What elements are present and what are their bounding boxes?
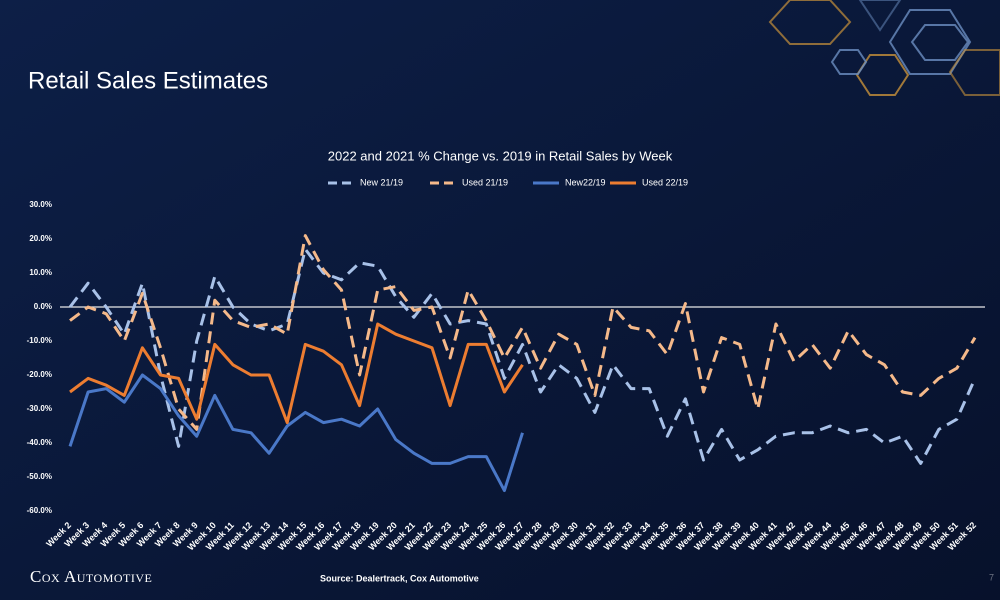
legend-label: New22/19: [565, 177, 606, 187]
y-tick-label: 0.0%: [34, 302, 52, 311]
y-tick-label: -40.0%: [27, 438, 52, 447]
series-line: [69, 234, 977, 431]
logo: Cox Automotive: [30, 567, 152, 586]
y-tick-label: -30.0%: [27, 404, 52, 413]
legend-label: Used 22/19: [642, 177, 688, 187]
page-number: 7: [989, 572, 994, 582]
legend-label: New 21/19: [360, 177, 403, 187]
y-tick-label: -50.0%: [27, 472, 52, 481]
hexagon-decoration: [768, 0, 1000, 96]
y-tick-label: -10.0%: [27, 336, 52, 345]
y-tick-label: 20.0%: [29, 234, 52, 243]
series-line: [69, 322, 524, 425]
y-tick-label: 30.0%: [29, 200, 52, 209]
chart-title: 2022 and 2021 % Change vs. 2019 in Retai…: [328, 148, 673, 163]
y-tick-label: -20.0%: [27, 370, 52, 379]
source-note: Source: Dealertrack, Cox Automotive: [320, 573, 479, 583]
legend-label: Used 21/19: [462, 177, 508, 187]
series-line: [68, 373, 524, 493]
y-tick-label: -60.0%: [27, 506, 52, 515]
y-tick-label: 10.0%: [29, 268, 52, 277]
slide-title: Retail Sales Estimates: [28, 67, 268, 94]
series-line: [68, 247, 977, 465]
